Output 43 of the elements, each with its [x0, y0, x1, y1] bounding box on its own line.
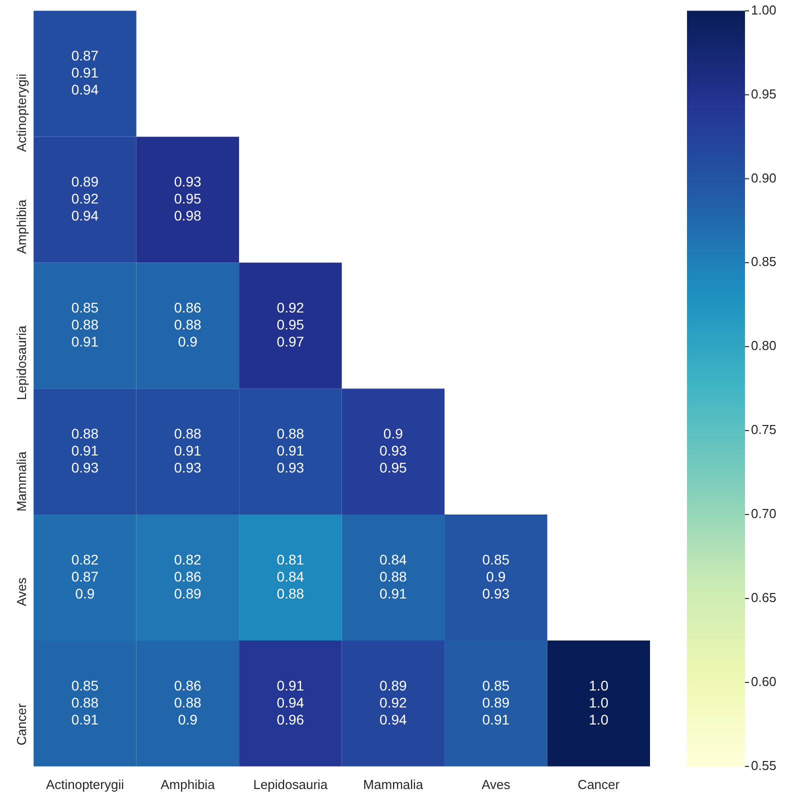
- data-label: 0.82 0.86 0.89: [174, 551, 202, 602]
- data-label: 0.9 0.93 0.95: [380, 425, 408, 476]
- color-bar-label: 0.70: [751, 506, 776, 522]
- data-label: 0.81 0.84 0.88: [276, 551, 304, 602]
- x-tick-label: Amphibia: [160, 776, 216, 792]
- data-label: 0.86 0.88 0.9: [174, 299, 202, 350]
- x-tick-label: Cancer: [578, 776, 620, 792]
- x-tick-label: Aves: [482, 776, 511, 792]
- data-label: 0.85 0.9 0.93: [482, 551, 510, 602]
- data-label: 0.86 0.88 0.9: [174, 677, 202, 728]
- data-label: 0.88 0.91 0.93: [71, 425, 99, 476]
- color-bar-label: 0.90: [751, 170, 776, 186]
- y-tick-label: Actinopterygii: [14, 74, 30, 152]
- y-tick-label: Aves: [14, 577, 30, 606]
- color-bar-label: 0.95: [751, 86, 776, 102]
- data-label: 0.92 0.95 0.97: [276, 299, 304, 350]
- x-tick-label: Lepidosauria: [253, 776, 328, 792]
- data-label: 0.89 0.92 0.94: [380, 677, 408, 728]
- data-label: 0.93 0.95 0.98: [174, 174, 202, 224]
- data-label: 0.88 0.91 0.93: [276, 425, 304, 476]
- color-bar-label: 0.80: [751, 338, 776, 354]
- color-bar-label: 0.85: [751, 254, 776, 270]
- data-label: 0.82 0.87 0.9: [71, 551, 99, 602]
- color-bar-label: 0.60: [751, 674, 776, 690]
- data-label: 0.88 0.91 0.93: [174, 425, 202, 476]
- color-bar-label: 0.55: [751, 758, 776, 773]
- data-label: 0.89 0.92 0.94: [71, 174, 99, 224]
- data-label: 0.85 0.89 0.91: [482, 677, 510, 728]
- y-tick-label: Mammalia: [14, 450, 30, 512]
- data-label: 0.84 0.88 0.91: [380, 551, 408, 602]
- x-tick-label: Mammalia: [363, 776, 424, 792]
- color-bar-label: 1.00: [751, 2, 776, 18]
- data-label: 0.87 0.91 0.94: [71, 48, 99, 98]
- color-bar-label: 0.65: [751, 590, 776, 606]
- y-tick-label: Cancer: [14, 702, 30, 746]
- y-tick-label: Amphibia: [14, 198, 30, 254]
- data-label: 0.85 0.88 0.91: [71, 677, 99, 728]
- color-bar-label: 0.75: [751, 422, 776, 438]
- x-tick-label: Actinopterygii: [46, 776, 124, 792]
- data-label: 0.91 0.94 0.96: [276, 677, 304, 728]
- data-label: 1.0 1.0 1.0: [588, 677, 609, 728]
- y-tick-label: Lepidosauria: [14, 324, 30, 400]
- data-label: 0.85 0.88 0.91: [71, 299, 99, 350]
